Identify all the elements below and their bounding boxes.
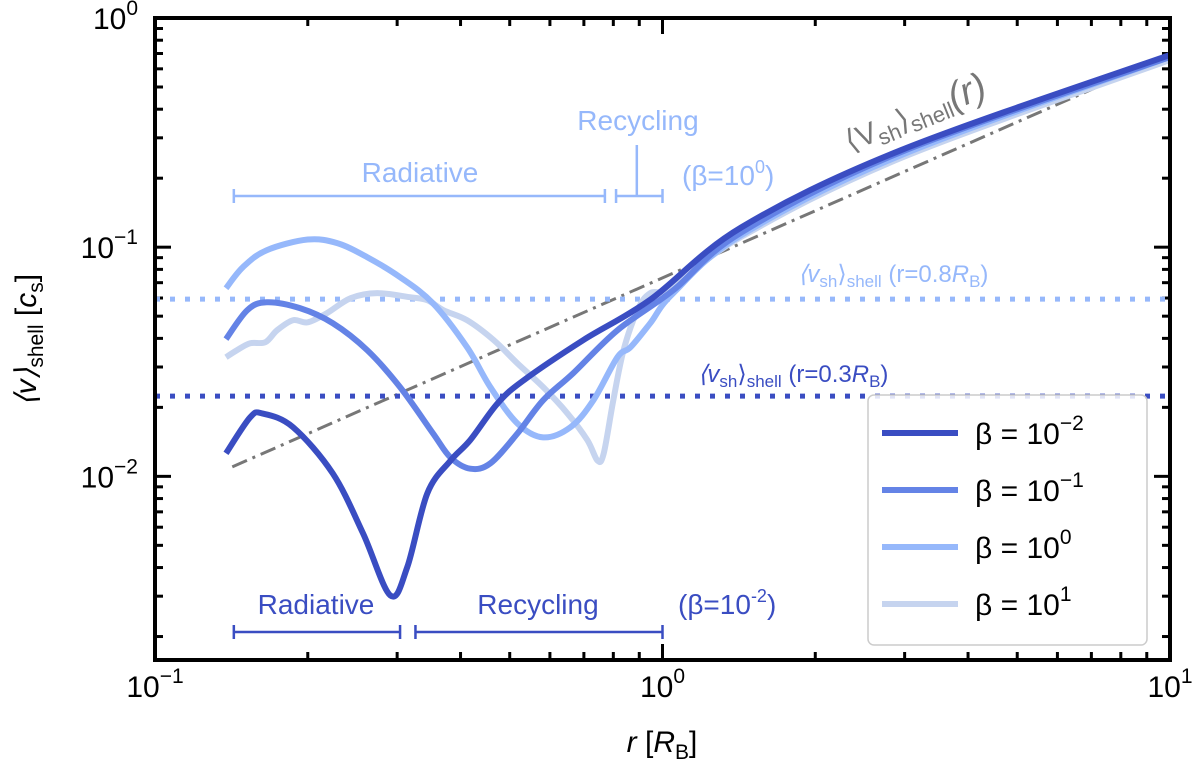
tick-labels: 10−1 100 101 100 10−1 10−2	[81, 0, 1193, 704]
legend: β = 10−2 β = 10−1 β = 100 β = 101	[867, 394, 1148, 646]
plot-frame	[153, 16, 1172, 662]
annotation-recycling-beta-1e0: Recycling	[577, 105, 698, 136]
annotation-radiative-beta-1e0: Radiative	[362, 157, 479, 188]
radiative-bracket-beta-1e0	[232, 189, 607, 203]
annotation-radiative-beta-1e-2: Radiative	[258, 589, 375, 620]
annotation-recycling-beta-1e-2: Recycling	[477, 589, 598, 620]
shell-08-label: ⟨vsh⟩shell (r=0.8RB)	[798, 261, 988, 291]
regime-brackets	[232, 145, 664, 639]
radiative-bracket-beta-1e-2	[232, 625, 402, 639]
x-tick-label: 100	[640, 665, 685, 704]
series-line-1	[223, 54, 1171, 473]
recycling-bracket-beta-1e-2	[414, 625, 664, 639]
legend-label: β = 10−2	[975, 412, 1084, 451]
y-tick-label: 10−2	[81, 455, 138, 494]
annotation-tag-beta-1e0: (β=100)	[682, 157, 774, 191]
legend-label: β = 100	[975, 526, 1072, 565]
recycling-bracket-beta-1e0	[614, 189, 664, 203]
series-lines	[223, 52, 1172, 600]
shell-03-label: ⟨vsh⟩shell (r=0.3RB)	[698, 361, 888, 391]
y-axis-label: ⟨v⟩shell [cs]	[10, 274, 48, 406]
x-axis-label: r [RB]	[627, 726, 698, 764]
series-line-0	[223, 52, 1172, 600]
x-tick-label: 101	[1147, 665, 1192, 704]
scaling-reference-line	[231, 53, 1171, 469]
legend-label: β = 10−1	[975, 469, 1084, 508]
y-tick-label: 10−1	[81, 226, 138, 265]
legend-box	[867, 394, 1148, 646]
annotation-tag-beta-1e-2: (β=10-2)	[678, 586, 776, 620]
y-tick-label: 100	[93, 0, 138, 36]
legend-label: β = 101	[975, 583, 1072, 622]
reference-lines	[155, 53, 1171, 469]
x-tick-label: 10−1	[126, 665, 183, 704]
